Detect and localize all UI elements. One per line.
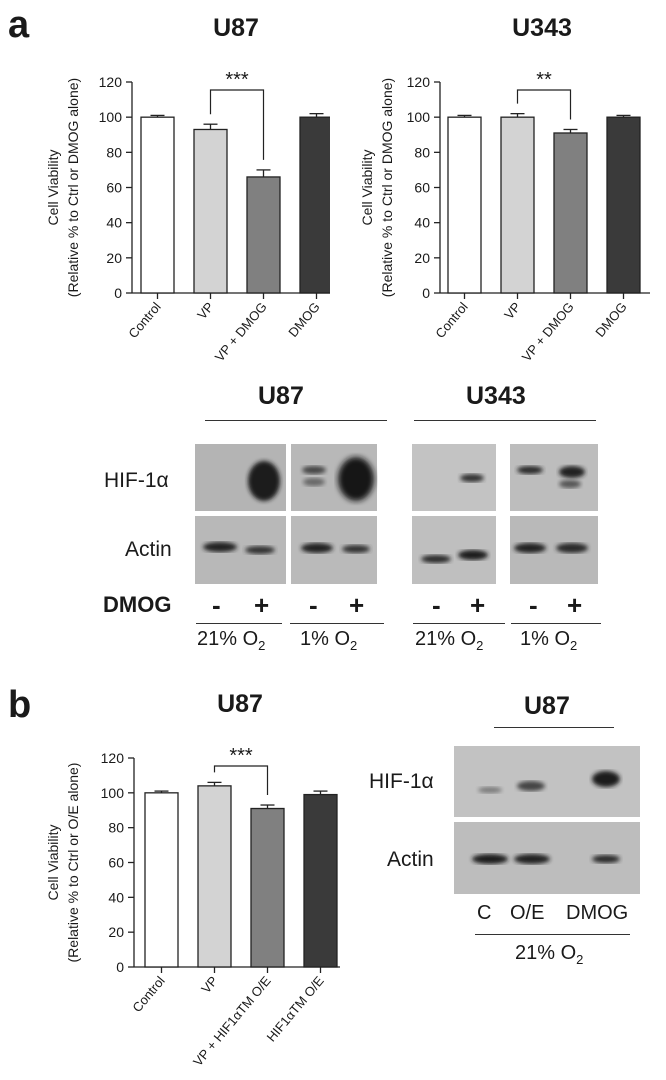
x-tick-label: Control	[129, 973, 167, 1015]
lane-sign-minus: -	[309, 590, 318, 620]
y-tick-label: 0	[114, 285, 122, 301]
chart-title: U87	[213, 14, 259, 42]
panel-label-a: a	[8, 4, 30, 46]
y-tick-label: 60	[106, 180, 122, 196]
y-axis-label: Cell Viability	[45, 150, 61, 226]
lane-sign-minus: -	[432, 590, 441, 620]
y-tick-label: 80	[414, 144, 430, 160]
bar	[500, 116, 535, 294]
y-tick-label: 60	[108, 855, 124, 871]
blot-row-hif-label: HIF-1α	[104, 469, 169, 492]
panel-label-b: b	[8, 684, 32, 726]
chart-title: U87	[217, 690, 263, 718]
y-tick-label: 40	[414, 215, 430, 231]
x-tick-label: HIF1αTM O/E	[264, 973, 327, 1045]
chart-title: U343	[512, 14, 572, 42]
blot-group-u343: U343	[466, 382, 526, 410]
y-tick-label: 80	[108, 820, 124, 836]
lane-label-oe: O/E	[510, 902, 545, 924]
lane-sign-plus: +	[470, 590, 486, 620]
significance-bracket	[516, 89, 572, 120]
condition-line	[475, 934, 630, 935]
y-tick-label: 80	[106, 144, 122, 160]
bar	[193, 128, 228, 294]
bar	[246, 176, 281, 294]
y-tick-label: 60	[414, 180, 430, 196]
lane-sign-minus: -	[529, 590, 538, 620]
lane-label-dmog: DMOG	[566, 902, 629, 924]
western-blot-a-image	[195, 444, 598, 584]
y-tick-label: 120	[407, 74, 431, 90]
y-axis-label: (Relative % to Ctrl or DMOG alone)	[65, 78, 81, 297]
significance-stars: ***	[229, 745, 253, 767]
lane-sign-plus: +	[349, 590, 365, 620]
y-tick-label: 100	[407, 109, 431, 125]
bar	[140, 116, 175, 294]
x-tick-label: VP + DMOG	[212, 299, 270, 364]
y-tick-label: 120	[101, 750, 125, 766]
bar	[553, 132, 588, 294]
x-tick-label: Control	[432, 299, 471, 341]
blot-b-row-actin-label: Actin	[387, 848, 434, 871]
significance-bracket	[213, 765, 269, 796]
x-tick-label: VP + DMOG	[519, 299, 577, 364]
condition-line	[196, 623, 282, 624]
condition-label-21-o2: 21% O2	[415, 628, 484, 653]
y-tick-label: 40	[106, 215, 122, 231]
x-tick-label: VP	[194, 299, 217, 322]
significance-bracket	[209, 89, 265, 160]
blot-b-title: U87	[524, 692, 570, 720]
blot-b-row-hif-label: HIF-1α	[369, 770, 434, 793]
x-tick-label: VP	[198, 973, 221, 996]
y-tick-label: 0	[422, 285, 430, 301]
x-tick-label: Control	[125, 299, 163, 341]
x-tick-label: DMOG	[285, 299, 322, 340]
y-axis-label: Cell Viability	[359, 150, 375, 226]
y-tick-label: 100	[101, 785, 125, 801]
y-tick-label: 0	[116, 959, 124, 975]
bar	[250, 807, 285, 968]
lane-label-c: C	[477, 902, 492, 924]
significance-stars: **	[536, 69, 552, 91]
y-axis-label: (Relative % to Ctrl or DMOG alone)	[379, 78, 395, 297]
condition-label-1-o2: 1% O2	[300, 628, 358, 653]
significance-stars: ***	[225, 69, 249, 91]
condition-line	[511, 623, 601, 624]
blot-row-actin-label: Actin	[125, 538, 172, 561]
x-tick-label: DMOG	[592, 299, 629, 340]
treatment-label-dmog: DMOG	[103, 592, 172, 617]
condition-label-21-o2: 21% O2	[515, 942, 584, 967]
condition-label-21-o2: 21% O2	[197, 628, 266, 653]
y-axis-label: Cell Viability	[45, 825, 61, 901]
y-tick-label: 100	[99, 109, 123, 125]
y-tick-label: 40	[108, 889, 124, 905]
blot-b-title-line	[494, 727, 614, 728]
western-blot-b-image	[454, 746, 640, 894]
bar	[197, 785, 232, 968]
blot-group-u87-line	[205, 420, 387, 421]
y-tick-label: 20	[108, 924, 124, 940]
lane-sign-plus: +	[254, 590, 270, 620]
condition-line	[290, 623, 384, 624]
bar	[303, 793, 338, 968]
lane-sign-minus: -	[212, 590, 221, 620]
y-tick-label: 20	[414, 250, 430, 266]
blot-group-u87: U87	[258, 382, 304, 410]
y-tick-label: 20	[106, 250, 122, 266]
bar-chart-u343-dmog: U343 Cell Viability (Relative % to Ctrl or…	[359, 14, 650, 364]
x-tick-label: VP	[501, 299, 524, 322]
bar-chart-u87-dmog: U87 Cell Viability (Relative % to Ctrl or …	[45, 14, 330, 364]
y-tick-label: 120	[99, 74, 123, 90]
condition-label-1-o2: 1% O2	[520, 628, 578, 653]
bar	[144, 792, 179, 968]
lane-sign-plus: +	[567, 590, 583, 620]
bar	[447, 116, 482, 294]
bar	[299, 116, 330, 294]
condition-line	[413, 623, 505, 624]
bar	[606, 116, 641, 294]
bar-chart-u87-oe: U87 Cell Viability (Relative % to Ctrl or …	[45, 690, 340, 1069]
blot-group-u343-line	[414, 420, 596, 421]
y-axis-label: (Relative % to Ctrl or O/E alone)	[65, 763, 81, 963]
